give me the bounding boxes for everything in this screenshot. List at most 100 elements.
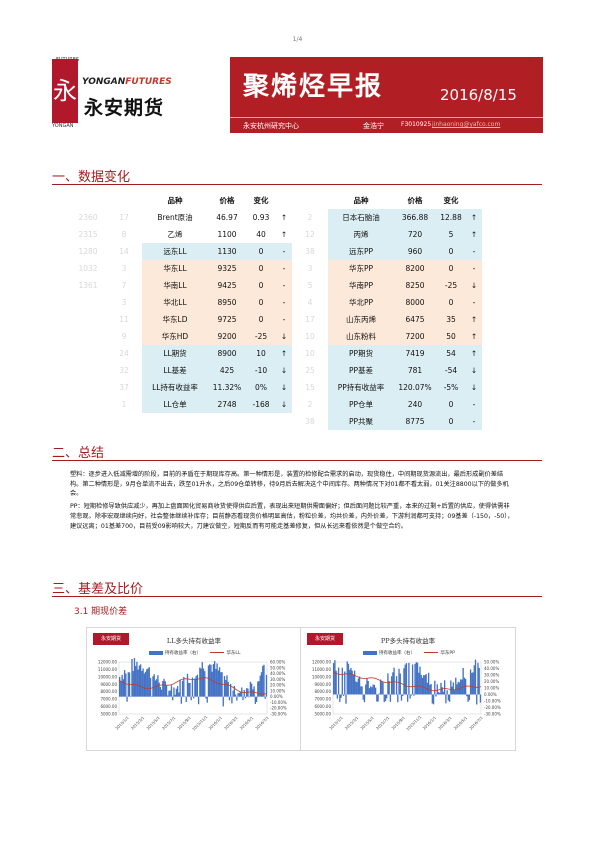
ghost-index: 32 (119, 366, 129, 375)
bar-mark (379, 679, 382, 695)
bar-mark (418, 672, 420, 695)
item-name-left: 华东LD (142, 311, 208, 328)
item-change-left: 0.93 (252, 213, 270, 222)
bar-mark (175, 688, 178, 697)
y-left-tick-label: 9000.00 (314, 682, 331, 687)
bar-mark (242, 696, 244, 701)
table-header-row: 品种 价格 变化 品种 价格 变化 (70, 192, 482, 209)
ghost-index: 7 (121, 281, 127, 290)
y-right-tick-label: 20.00% (270, 683, 285, 688)
table-row: 2315 8 乙烯 1100 40 ↑ 12 丙烯 720 5 ↑ (70, 226, 482, 243)
y-right-tick-label: -30.00% (270, 712, 287, 717)
bar-mark (149, 677, 152, 697)
item-arrow-left: - (276, 260, 292, 277)
bar-mark (407, 694, 409, 702)
bar-mark (404, 664, 406, 695)
chart-legend: 持有收益率（右） 华东PP (363, 650, 455, 656)
bar-mark (405, 663, 408, 695)
bar-mark (431, 694, 433, 704)
item-name-right: 华北PP (328, 294, 394, 311)
col-header: 品种 (167, 196, 183, 205)
bar-mark (451, 686, 453, 695)
item-arrow-left: - (276, 311, 292, 328)
bar-mark (473, 665, 475, 695)
bar-mark (435, 694, 437, 697)
x-tick-label: 2015/7/1 (161, 715, 177, 731)
bar-mark (164, 681, 166, 697)
legend-swatch-bar (363, 650, 377, 655)
item-arrow-right: - (466, 396, 482, 413)
ghost-index: 12 (305, 230, 315, 239)
bar-mark (402, 694, 404, 696)
item-arrow-right: ↑ (466, 209, 482, 226)
item-price-right: 781 (394, 362, 436, 379)
bar-mark (178, 692, 180, 697)
item-price-right: 7200 (394, 328, 436, 345)
chart-card-ll: 永安期货 LL多头持有收益率 持有收益率（右） 华东LL 12000.00 110… (86, 627, 302, 751)
chart-title: PP多头持有收益率 (380, 637, 436, 645)
item-change-left: 40 (256, 230, 266, 239)
author-cert: F3010925 (401, 121, 432, 128)
author-email-link[interactable]: jinhaoning@yafco.com (432, 121, 501, 128)
item-price-left: 1130 (208, 243, 246, 260)
bar-mark (264, 696, 266, 699)
bar-mark (172, 696, 174, 701)
logo-yongan-small: YONGAN (52, 123, 74, 129)
bar-mark (188, 682, 190, 697)
item-price-left: 2748 (208, 396, 246, 413)
bar-mark (243, 689, 245, 697)
item-arrow-left: ↑ (280, 230, 288, 239)
bar-mark (440, 682, 442, 695)
item-name-right: PP共聚 (328, 413, 394, 430)
bar-mark (436, 684, 438, 695)
bar-mark (189, 682, 191, 697)
item-change-left: 0 (246, 243, 276, 260)
bar-mark (162, 680, 164, 697)
y-right-tick-label: 0.00% (484, 692, 497, 697)
bar-mark (477, 662, 479, 695)
bar-mark (342, 694, 345, 696)
item-price-left: 9725 (208, 311, 246, 328)
item-change-left: 10 (246, 345, 276, 362)
ghost-index (70, 311, 106, 328)
item-price-left: 8950 (208, 294, 246, 311)
ghost-index: 5 (307, 281, 313, 290)
item-change-left: -25 (246, 328, 276, 345)
item-change-left: -168 (246, 396, 276, 413)
bar-mark (180, 696, 182, 704)
bar-mark (259, 675, 261, 697)
bar-mark (265, 674, 268, 697)
ghost-index: 1032 (78, 264, 98, 273)
bar-mark (366, 678, 368, 695)
item-price-left: 1100 (217, 230, 237, 239)
ghost-index: 11 (119, 315, 129, 324)
item-arrow-right: - (466, 413, 482, 430)
banner-divider (230, 117, 543, 118)
x-tick-label: 2016/7/1 (468, 715, 484, 731)
item-price-left: 46.97 (216, 213, 238, 222)
summary-paragraph-pe: 塑料：逐步进入低减需增的阶段，目前的矛盾在于期现库存高。第一种情形是，装置的检修… (70, 471, 509, 498)
x-tick-label: 2016/7/1 (254, 715, 270, 731)
logo-mark: 永 (52, 59, 78, 123)
bar-mark (335, 670, 337, 695)
bar-mark (220, 672, 222, 697)
ghost-index: 15 (305, 383, 315, 392)
item-price-right: 8250 (394, 277, 436, 294)
bar-mark (376, 694, 378, 702)
item-arrow-right: - (466, 260, 482, 277)
y-left-tick-label: 6000.00 (314, 704, 331, 709)
bar-mark (133, 658, 136, 697)
chart-plot-pp: 12000.00 11000.00 10000.00 9000.00 8000.00 70… (312, 660, 501, 732)
item-price-left (208, 413, 246, 430)
bar-mark (457, 681, 459, 695)
bar-mark (377, 694, 379, 702)
ghost-header (292, 192, 328, 209)
table-row: 1 LL仓单 2748 -168 ↓ 2 PP仓单 240 0- (70, 396, 482, 413)
bar-mark (141, 670, 143, 697)
bar-mark (372, 684, 374, 695)
bar-mark (441, 687, 443, 695)
bar-mark (119, 676, 121, 697)
bar-mark (125, 673, 127, 697)
bar-mark (478, 667, 480, 695)
col-header (466, 192, 482, 209)
